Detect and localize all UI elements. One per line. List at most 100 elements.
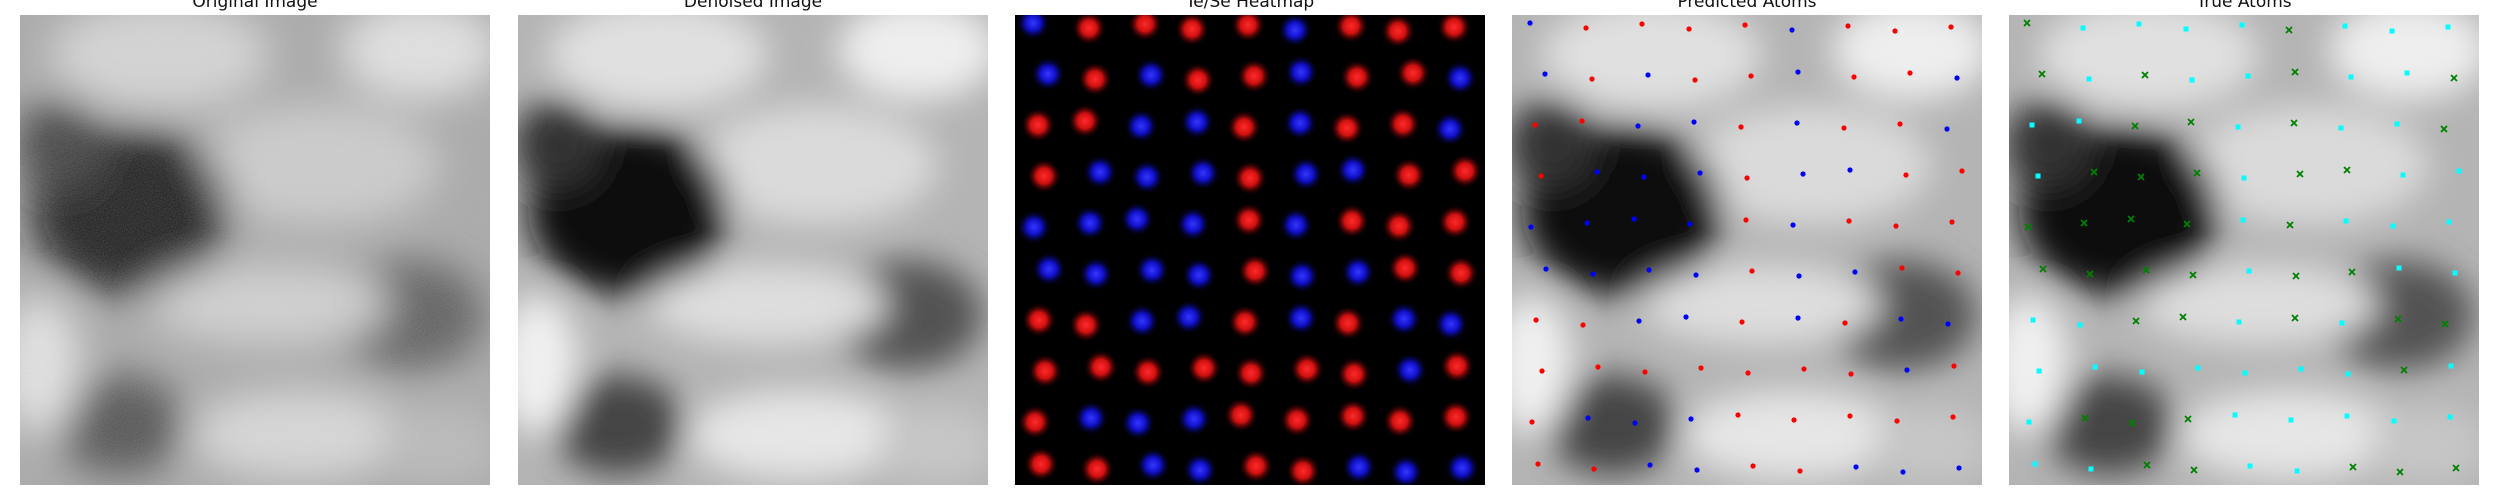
predicted-te-atom [1738, 124, 1744, 130]
predicted-se-atom [1585, 415, 1591, 421]
te-heatmap-spot [1181, 63, 1215, 97]
te-heatmap-spot [1331, 306, 1365, 340]
predicted-se-atom [1542, 71, 1548, 77]
predicted-se-atom [1632, 420, 1638, 426]
te-heatmap-spot [1437, 15, 1471, 44]
predicted-te-atom [1692, 77, 1698, 83]
predicted-te-atom [1744, 175, 1750, 181]
true-te-atom [2232, 412, 2238, 418]
predicted-se-atom [1641, 174, 1647, 180]
predicted-te-atom [1538, 173, 1544, 179]
predicted-te-atom [1899, 265, 1905, 271]
predicted-te-atom [1739, 319, 1745, 325]
true-te-atom [2189, 77, 2195, 83]
true-te-atom [2396, 265, 2402, 271]
true-te-atom [2030, 317, 2036, 323]
predicted-se-atom [1796, 273, 1802, 279]
true-se-atom [2179, 313, 2187, 321]
te-heatmap-spot [1239, 449, 1273, 483]
true-se-atom [2450, 74, 2458, 82]
original-image-panel: Original Image [20, 0, 490, 500]
predicted-te-atom [1743, 217, 1749, 223]
te-heatmap-spot [1084, 350, 1118, 384]
predicted-te-atom [1535, 461, 1541, 467]
true-te-atom [2036, 368, 2042, 374]
predicted-te-atom [1686, 26, 1692, 32]
te-heatmap-spot [1381, 15, 1415, 48]
denoised-image [518, 15, 988, 485]
se-heatmap-spot [1073, 206, 1107, 240]
predicted-se-atom [1900, 469, 1906, 475]
te-heatmap-spot [1027, 159, 1061, 193]
te-se-heatmap [1015, 15, 1485, 485]
se-heatmap-spot [1135, 253, 1169, 287]
true-atoms-panel: True Atoms [2009, 0, 2479, 500]
true-se-atom [2285, 26, 2293, 34]
true-se-atom [2286, 221, 2294, 229]
predicted-se-atom [1693, 272, 1699, 278]
se-heatmap-spot [1284, 55, 1318, 89]
se-heatmap-spot [1342, 450, 1376, 484]
true-te-atom [2446, 219, 2452, 225]
predicted-te-atom [1583, 25, 1589, 31]
te-heatmap-spot [1335, 204, 1369, 238]
predicted-se-atom [1646, 267, 1652, 273]
true-te-atom [2247, 463, 2253, 469]
predicted-atoms [1512, 15, 1982, 485]
se-heatmap-spot [1279, 208, 1313, 242]
true-te-atom [2242, 370, 2248, 376]
predicted-te-atom [1903, 172, 1909, 178]
predicted-te-atom [1749, 268, 1755, 274]
predicted-se-atom [1898, 316, 1904, 322]
te-heatmap-spot [1237, 59, 1271, 93]
se-heatmap-spot [1433, 112, 1467, 146]
true-se-atom [2394, 315, 2402, 323]
true-se-atom [2132, 317, 2140, 325]
predicted-se-atom [1528, 224, 1534, 230]
predicted-se-atom [1647, 462, 1653, 468]
predicted-te-atom [1955, 270, 1961, 276]
te-heatmap-spot [1227, 110, 1261, 144]
true-te-atom [2092, 364, 2098, 370]
true-te-atom [2404, 70, 2410, 76]
predicted-te-atom [1959, 168, 1965, 174]
te-heatmap-spot [1286, 454, 1320, 485]
predicted-te-atom [1897, 121, 1903, 127]
true-te-atom [2298, 366, 2304, 372]
predicted-te-atom [1951, 363, 1957, 369]
true-se-atom [2141, 71, 2149, 79]
true-te-atom [2183, 26, 2189, 32]
predicted-te-atom [1801, 366, 1807, 372]
predicted-te-atom [1748, 73, 1754, 79]
predicted-se-atom [1688, 416, 1694, 422]
denoised-image-panel: Denoised Image [518, 0, 988, 500]
predicted-te-atom [1533, 317, 1539, 323]
true-se-atom [2296, 170, 2304, 178]
true-te-atom [2195, 365, 2201, 371]
true-te-atom [2391, 418, 2397, 424]
true-se-atom [2086, 270, 2094, 278]
true-se-atom [2189, 271, 2197, 279]
true-te-atom [2029, 122, 2035, 128]
se-heatmap-spot [1285, 259, 1319, 293]
se-heatmap-spot [1134, 58, 1168, 92]
true-te-atom [2390, 223, 2396, 229]
te-se-heatmap-panel: Te/Se Heatmap [1015, 0, 1485, 500]
true-te-atom [2241, 175, 2247, 181]
te-se-heatmap-title: Te/Se Heatmap [1185, 0, 1315, 12]
predicted-se-atom [1954, 75, 1960, 81]
predicted-se-atom [1584, 220, 1590, 226]
se-heatmap-spot [1484, 17, 1485, 29]
predicted-atoms-panel: Predicted Atoms [1512, 0, 1982, 500]
se-heatmap-spot [1125, 304, 1159, 338]
predicted-se-atom [1852, 269, 1858, 275]
true-se-atom [2142, 266, 2150, 274]
te-heatmap-spot [1438, 205, 1472, 239]
true-te-atom [2080, 25, 2086, 31]
se-heatmap-spot [1284, 301, 1318, 335]
predicted-se-atom [1543, 266, 1549, 272]
te-heatmap-spot [1392, 158, 1426, 192]
true-te-atom [2239, 22, 2245, 28]
true-se-atom [2038, 70, 2046, 78]
predicted-se-atom [1795, 315, 1801, 321]
